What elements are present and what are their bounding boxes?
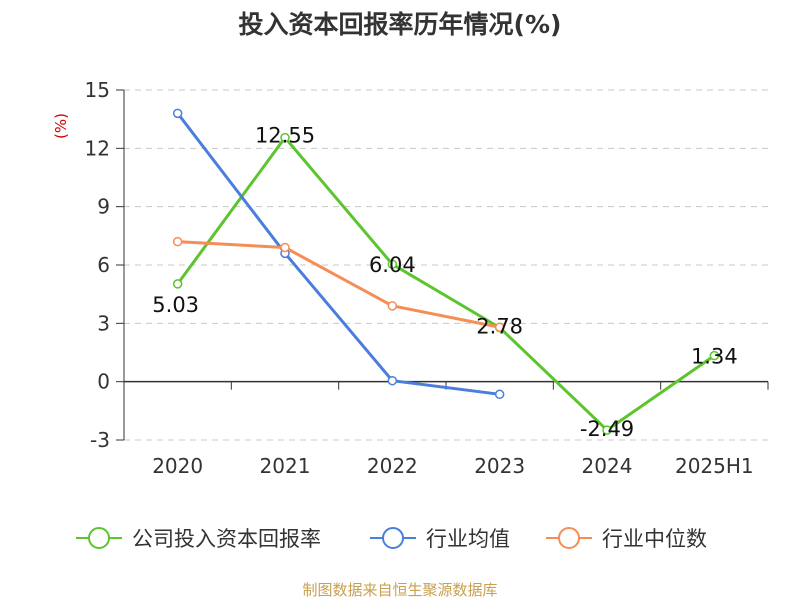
x-tick-label: 2021 bbox=[260, 454, 311, 478]
data-point bbox=[494, 322, 505, 332]
x-tick-label: 2022 bbox=[367, 454, 418, 478]
legend-marker-icon bbox=[88, 527, 110, 549]
data-label: 12.55 bbox=[255, 124, 315, 148]
legend-marker-icon bbox=[382, 527, 404, 549]
data-point bbox=[172, 108, 183, 119]
y-tick-label: 9 bbox=[97, 195, 110, 219]
legend-label: 行业中位数 bbox=[602, 527, 707, 551]
data-labels: 5.03 12.55 6.04 2.78 -2.49 1.34 bbox=[152, 124, 737, 441]
data-label: 1.34 bbox=[691, 345, 738, 369]
x-tick-label: 2023 bbox=[474, 454, 525, 478]
legend-label: 行业均值 bbox=[426, 527, 510, 551]
data-point bbox=[494, 389, 505, 400]
x-tick-label: 2020 bbox=[152, 454, 203, 478]
x-tick-label: 2024 bbox=[582, 454, 633, 478]
grid-lines bbox=[124, 89, 768, 441]
x-tick-label: 2025H1 bbox=[675, 454, 754, 478]
y-tick-label: 6 bbox=[97, 253, 110, 277]
data-label: 5.03 bbox=[152, 293, 199, 317]
legend-marker-icon bbox=[558, 527, 580, 549]
series-line bbox=[176, 136, 716, 432]
data-point bbox=[709, 350, 720, 361]
legend-label: 公司投入资本回报率 bbox=[132, 527, 321, 551]
data-point bbox=[280, 242, 290, 253]
legend-item[interactable]: 行业均值 bbox=[370, 527, 510, 551]
y-tick-label: 15 bbox=[85, 78, 110, 102]
data-label: 6.04 bbox=[369, 253, 416, 277]
data-point bbox=[602, 425, 612, 435]
data-point bbox=[387, 259, 398, 269]
data-point bbox=[280, 132, 290, 143]
data-point bbox=[387, 301, 398, 311]
chart-title: 投入资本回报率历年情况(%) bbox=[239, 10, 562, 39]
legend: 公司投入资本回报率 行业均值 行业中位数 bbox=[76, 527, 707, 551]
y-tick-label: 3 bbox=[97, 311, 110, 335]
y-tick-label: 0 bbox=[97, 370, 110, 394]
data-point bbox=[172, 236, 183, 247]
legend-item[interactable]: 行业中位数 bbox=[546, 527, 707, 551]
data-point bbox=[387, 375, 398, 386]
legend-item[interactable]: 公司投入资本回报率 bbox=[76, 527, 321, 551]
data-label: -2.49 bbox=[580, 417, 634, 441]
axes: -3 0 3 6 9 12 15 2020 2021 2022 2023 2024 2025H1 bbox=[85, 78, 769, 478]
y-axis-label: (%) bbox=[52, 113, 70, 139]
data-point bbox=[172, 279, 183, 289]
series-line bbox=[176, 111, 502, 396]
source-note: 制图数据来自恒生聚源数据库 bbox=[302, 581, 497, 599]
data-label: 2.78 bbox=[476, 315, 523, 339]
y-tick-label: -3 bbox=[90, 428, 110, 452]
series-layer bbox=[172, 108, 720, 435]
series-line bbox=[176, 240, 502, 329]
y-tick-label: 12 bbox=[85, 136, 110, 160]
